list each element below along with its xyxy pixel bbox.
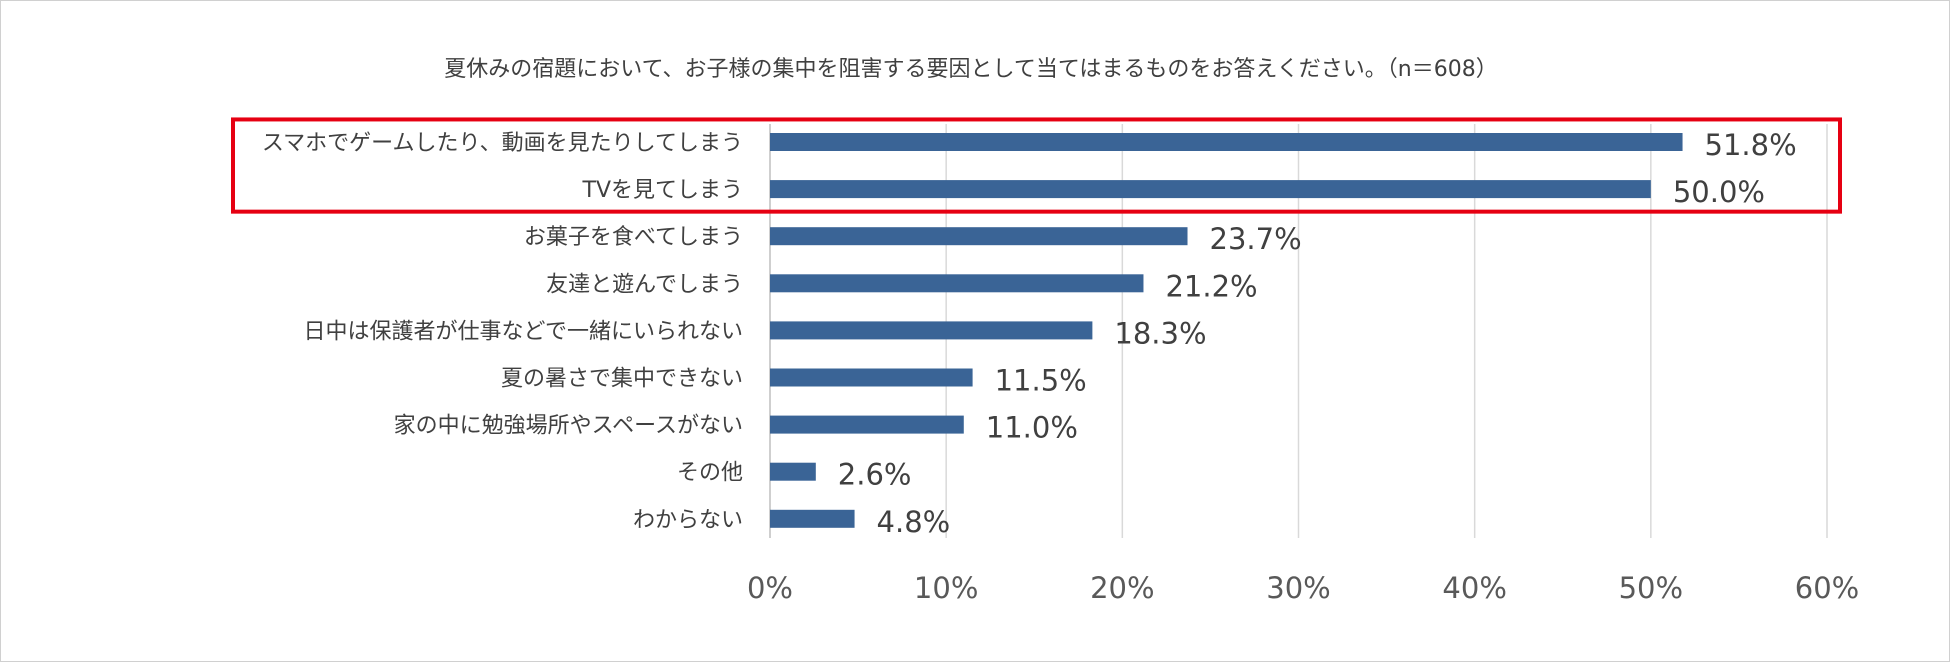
data-label: 51.8%: [1705, 128, 1797, 162]
category-label: お菓子を食べてしまう: [524, 225, 743, 250]
category-label: TVを見てしまう: [582, 178, 744, 203]
category-label: わからない: [633, 508, 743, 533]
data-label: 4.8%: [877, 505, 951, 539]
bar: [770, 415, 964, 434]
data-label: 2.6%: [838, 458, 912, 492]
x-tick-label: 60%: [1795, 571, 1859, 605]
chart-title: 夏休みの宿題において、お子様の集中を阻害する要因として当てはまるものをお答えくだ…: [444, 57, 1497, 82]
category-label: 夏の暑さで集中できない: [501, 367, 743, 392]
data-label: 11.5%: [995, 364, 1087, 398]
category-label: 日中は保護者が仕事などで一緒にいられない: [303, 319, 743, 344]
x-tick-label: 20%: [1090, 571, 1154, 605]
bar: [770, 462, 816, 481]
x-axis-ticks: 0% 10% 20% 30% 40% 50% 60%: [747, 571, 1859, 605]
bar: [770, 227, 1188, 246]
bar: [770, 133, 1683, 151]
x-tick-label: 0%: [747, 571, 793, 605]
category-label: スマホでゲームしたり、動画を見たりしてしまう: [262, 131, 743, 156]
data-label: 11.0%: [986, 411, 1078, 445]
data-label: 23.7%: [1210, 222, 1302, 256]
bar: [770, 509, 855, 528]
bar: [770, 321, 1093, 340]
value-labels: 51.8% 50.0% 23.7% 21.2% 18.3% 11.5% 11.0% 2.6% 4…: [838, 128, 1797, 539]
data-label: 21.2%: [1165, 269, 1257, 303]
category-label: その他: [677, 461, 743, 486]
bars: [770, 133, 1683, 528]
category-labels: スマホでゲームしたり、動画を見たりしてしまう TVを見てしまうお菓子を食べてしまう…: [262, 131, 743, 533]
category-label: 家の中に勉強場所やスペースがない: [394, 414, 743, 439]
highlight-box: [231, 117, 1842, 214]
bar: [770, 180, 1651, 199]
data-label: 50.0%: [1673, 175, 1765, 209]
bar: [770, 274, 1144, 293]
x-tick-label: 10%: [914, 571, 978, 605]
x-tick-label: 50%: [1619, 571, 1683, 605]
bar: [770, 368, 973, 387]
category-label: 友達と遊んでしまう: [546, 272, 743, 297]
x-tick-label: 30%: [1266, 571, 1330, 605]
x-tick-label: 40%: [1442, 571, 1506, 605]
data-label: 18.3%: [1114, 316, 1206, 350]
